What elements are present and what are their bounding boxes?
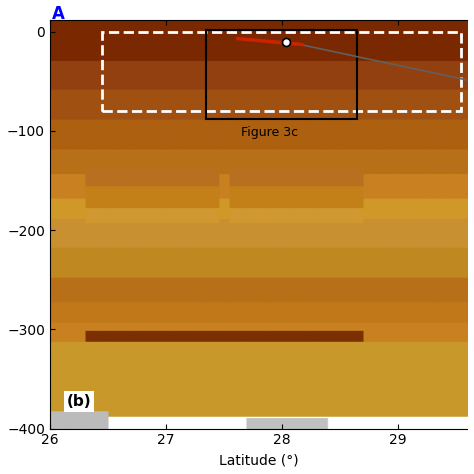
Bar [206, 30, 357, 119]
Bar [102, 32, 461, 111]
Text: Figure 3c: Figure 3c [241, 126, 298, 139]
X-axis label: Latitude (°): Latitude (°) [219, 453, 298, 467]
Text: (b): (b) [66, 394, 91, 409]
Text: A: A [52, 5, 65, 23]
